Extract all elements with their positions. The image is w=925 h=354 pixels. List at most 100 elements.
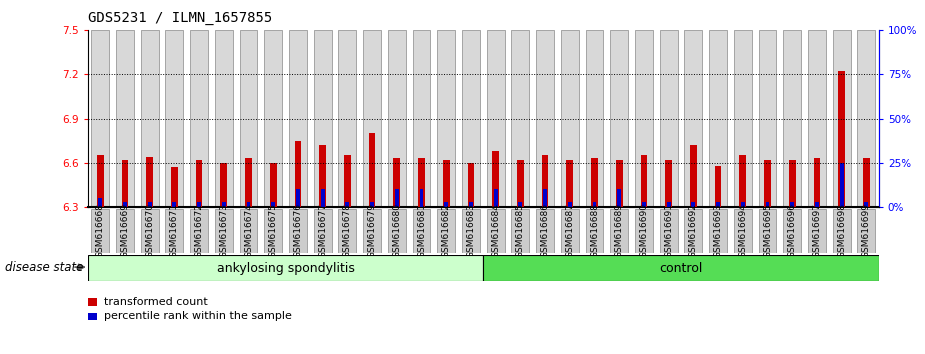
Text: GSM616693: GSM616693: [713, 204, 722, 258]
Text: GSM616685: GSM616685: [516, 204, 524, 258]
Bar: [857, 30, 875, 207]
Text: GSM616699: GSM616699: [862, 204, 871, 258]
FancyBboxPatch shape: [586, 209, 603, 253]
Bar: [370, 202, 374, 207]
Bar: [561, 30, 579, 207]
Bar: [388, 30, 406, 207]
Bar: [289, 30, 307, 207]
Bar: [790, 202, 795, 207]
FancyBboxPatch shape: [483, 255, 879, 281]
Bar: [741, 202, 745, 207]
Bar: [783, 30, 801, 207]
FancyBboxPatch shape: [314, 209, 331, 253]
FancyBboxPatch shape: [660, 209, 678, 253]
Bar: [764, 160, 771, 207]
Text: GSM616671: GSM616671: [170, 204, 179, 258]
FancyBboxPatch shape: [610, 209, 628, 253]
Text: GSM616694: GSM616694: [738, 204, 747, 258]
Bar: [586, 30, 603, 207]
FancyBboxPatch shape: [413, 209, 430, 253]
FancyBboxPatch shape: [88, 255, 483, 281]
Bar: [271, 202, 276, 207]
Text: GSM616678: GSM616678: [343, 204, 352, 258]
Bar: [339, 30, 356, 207]
Bar: [444, 202, 449, 207]
Bar: [542, 155, 549, 207]
Bar: [518, 202, 523, 207]
Text: GSM616669: GSM616669: [120, 204, 130, 258]
Bar: [739, 155, 746, 207]
Text: GSM616698: GSM616698: [837, 204, 846, 258]
Bar: [814, 159, 820, 207]
Bar: [832, 30, 851, 207]
FancyBboxPatch shape: [783, 209, 801, 253]
Text: GSM616679: GSM616679: [367, 204, 376, 258]
Bar: [667, 202, 671, 207]
Bar: [684, 30, 702, 207]
Bar: [517, 160, 524, 207]
Bar: [191, 30, 208, 207]
Bar: [121, 160, 129, 207]
Bar: [616, 160, 623, 207]
Text: GSM616677: GSM616677: [318, 204, 327, 258]
Bar: [635, 30, 653, 207]
Bar: [222, 202, 226, 207]
Text: GSM616675: GSM616675: [269, 204, 277, 258]
Bar: [270, 163, 277, 207]
FancyBboxPatch shape: [561, 209, 579, 253]
Bar: [146, 157, 153, 207]
FancyBboxPatch shape: [709, 209, 727, 253]
Bar: [492, 151, 500, 207]
Text: GSM616696: GSM616696: [788, 204, 796, 258]
Bar: [462, 30, 480, 207]
Bar: [418, 159, 425, 207]
FancyBboxPatch shape: [388, 209, 406, 253]
Bar: [815, 202, 819, 207]
Bar: [196, 160, 203, 207]
Bar: [642, 202, 646, 207]
Text: percentile rank within the sample: percentile rank within the sample: [104, 312, 291, 321]
Bar: [865, 202, 869, 207]
Bar: [536, 30, 554, 207]
Text: GSM616681: GSM616681: [417, 204, 426, 258]
FancyBboxPatch shape: [684, 209, 702, 253]
Bar: [344, 155, 351, 207]
Text: ankylosing spondylitis: ankylosing spondylitis: [216, 262, 354, 275]
FancyBboxPatch shape: [116, 209, 134, 253]
Bar: [690, 145, 697, 207]
Bar: [665, 160, 672, 207]
Text: GSM616683: GSM616683: [466, 204, 475, 258]
Bar: [568, 202, 572, 207]
Bar: [566, 160, 574, 207]
FancyBboxPatch shape: [92, 209, 109, 253]
Bar: [296, 189, 300, 207]
Bar: [838, 72, 845, 207]
FancyBboxPatch shape: [438, 209, 455, 253]
Bar: [123, 202, 127, 207]
FancyBboxPatch shape: [734, 209, 752, 253]
Text: GSM616692: GSM616692: [689, 204, 697, 258]
Bar: [197, 202, 201, 207]
Bar: [98, 198, 102, 207]
FancyBboxPatch shape: [832, 209, 851, 253]
Bar: [247, 202, 251, 207]
FancyBboxPatch shape: [141, 209, 158, 253]
Bar: [487, 30, 504, 207]
FancyBboxPatch shape: [191, 209, 208, 253]
FancyBboxPatch shape: [512, 209, 529, 253]
Bar: [364, 30, 381, 207]
Bar: [691, 202, 696, 207]
Bar: [467, 163, 475, 207]
Text: transformed count: transformed count: [104, 297, 207, 307]
Text: GSM616680: GSM616680: [392, 204, 401, 258]
Bar: [319, 145, 326, 207]
Bar: [395, 189, 399, 207]
Bar: [166, 30, 183, 207]
Bar: [715, 166, 722, 207]
Bar: [215, 30, 233, 207]
Bar: [610, 30, 628, 207]
Bar: [172, 202, 177, 207]
Bar: [240, 30, 257, 207]
Bar: [494, 189, 498, 207]
FancyBboxPatch shape: [339, 209, 356, 253]
